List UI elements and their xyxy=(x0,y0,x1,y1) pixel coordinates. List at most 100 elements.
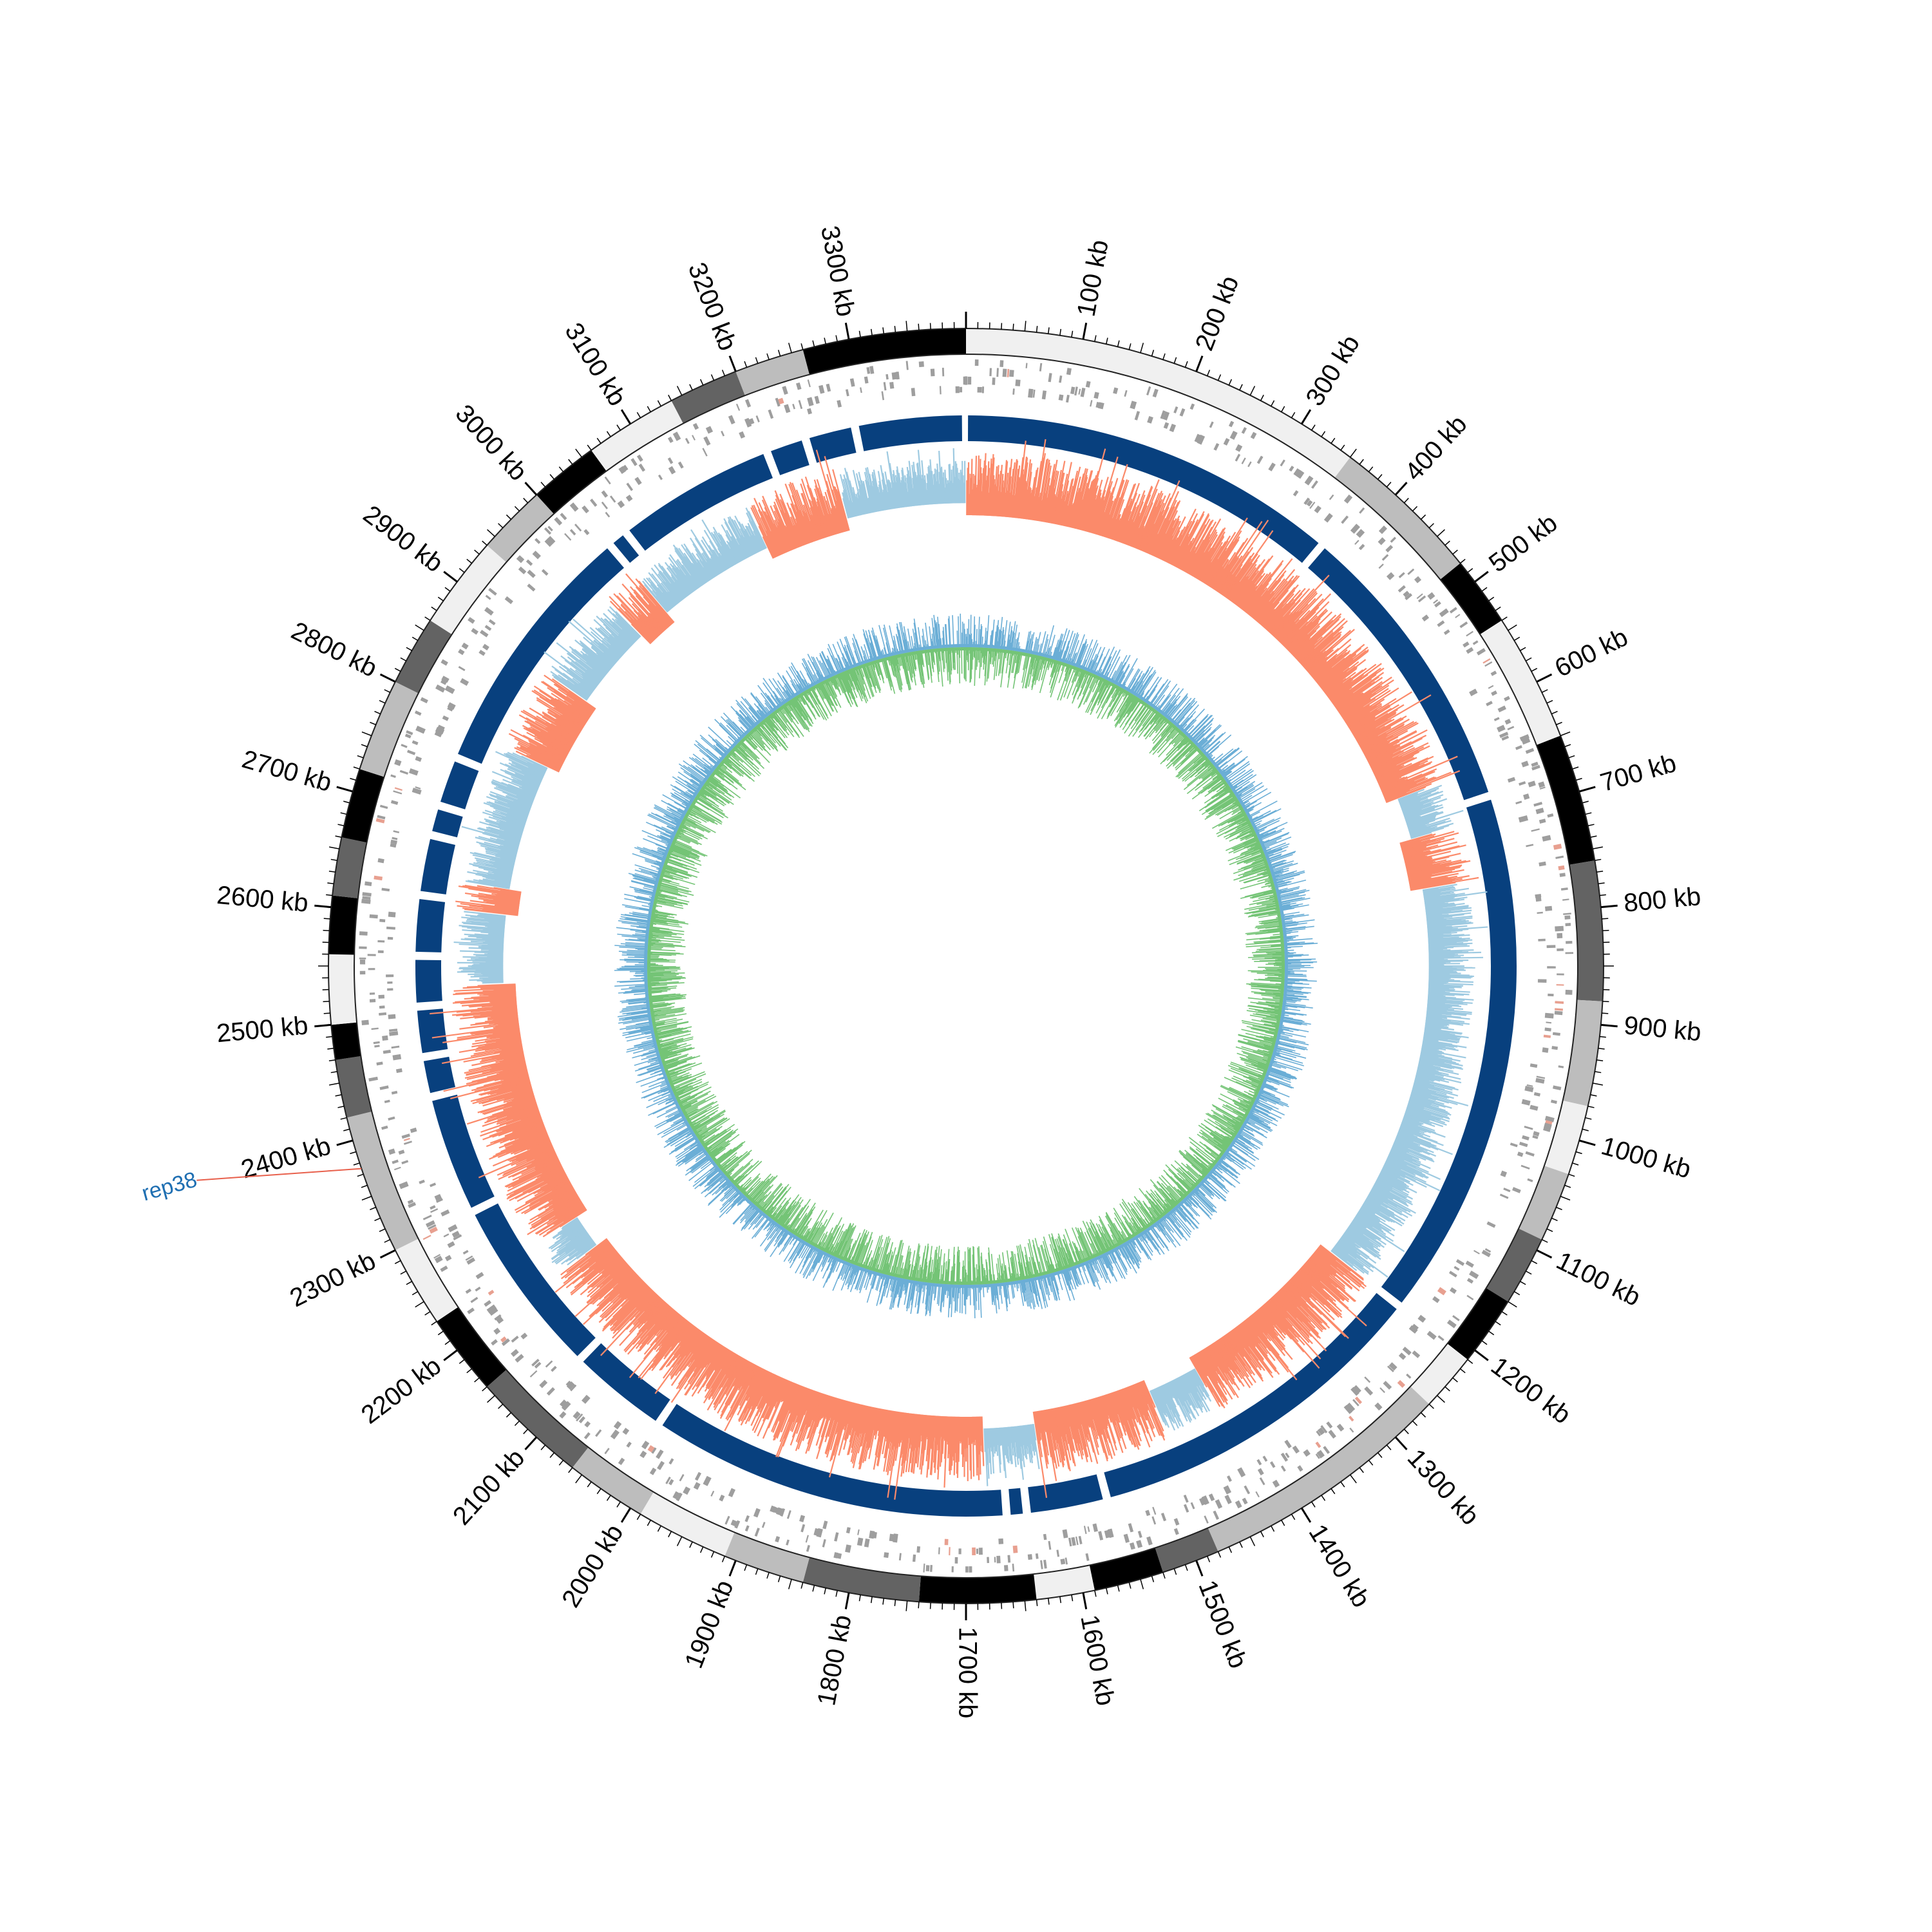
skew-bar-positive xyxy=(848,1404,862,1455)
gene-mark xyxy=(860,387,862,393)
skew-bar-positive xyxy=(1265,589,1302,630)
skew-bar-negative xyxy=(1019,1425,1025,1468)
skew-bar-negative xyxy=(501,817,526,826)
skew-bar-positive xyxy=(1362,735,1394,753)
skew-bar-positive xyxy=(1118,492,1138,542)
skew-bar-positive xyxy=(1034,453,1046,521)
skew-bar-negative xyxy=(1428,984,1461,988)
skew-bar-positive xyxy=(549,1206,586,1230)
gene-mark xyxy=(1500,1170,1508,1177)
skew-bar-positive xyxy=(1274,603,1309,639)
gene-mark xyxy=(683,1486,691,1495)
minor-tick xyxy=(323,918,330,920)
skew-bar-positive xyxy=(1012,468,1019,518)
skew-bar-positive xyxy=(512,1162,562,1188)
skew-bar-positive xyxy=(1363,740,1388,754)
skew-bar-positive xyxy=(1077,1402,1087,1438)
skew-bar-positive xyxy=(1279,1289,1298,1308)
skew-bar-negative xyxy=(1151,1390,1166,1423)
minor-tick xyxy=(474,549,480,555)
skew-bar-positive xyxy=(1399,833,1436,845)
skew-bar-positive xyxy=(795,1388,810,1423)
skew-bar-negative xyxy=(1403,1115,1420,1123)
gene-mark xyxy=(1525,748,1535,754)
skew-bar-negative xyxy=(1166,1383,1175,1399)
skew-bar-positive xyxy=(985,461,990,516)
gene-mark xyxy=(775,1536,781,1542)
skew-bar-negative xyxy=(468,935,504,940)
skew-bar-negative xyxy=(493,873,512,878)
skew-bar-positive xyxy=(478,1039,522,1048)
skew-bar-negative xyxy=(476,936,504,940)
skew-bar-positive xyxy=(696,1340,715,1368)
skew-bar-positive xyxy=(1113,1391,1133,1445)
skew-bar-positive xyxy=(977,480,980,516)
skew-bar-negative xyxy=(1412,1085,1437,1094)
skew-bar-negative xyxy=(1401,1120,1436,1134)
skew-bar-negative xyxy=(1404,1113,1430,1124)
gene-mark xyxy=(1504,719,1511,725)
skew-bar-negative xyxy=(521,785,538,793)
inner-bar-blue xyxy=(974,625,976,648)
skew-bar-positive xyxy=(1021,482,1028,519)
skew-bar-positive xyxy=(1066,1405,1080,1457)
skew-bar-negative xyxy=(1428,980,1449,983)
skew-bar-positive xyxy=(579,1242,611,1269)
skew-bar-positive xyxy=(1291,1276,1317,1301)
skew-bar-negative xyxy=(464,938,504,942)
skew-bar-negative xyxy=(480,845,517,856)
skew-bar-positive xyxy=(529,1182,572,1208)
skew-bar-negative xyxy=(486,826,522,838)
skew-bar-negative xyxy=(488,933,504,936)
skew-bar-negative xyxy=(1408,820,1446,833)
skew-bar-positive xyxy=(527,1172,566,1194)
skew-bar-negative xyxy=(1428,982,1473,986)
minor-tick xyxy=(1228,1546,1233,1553)
gene-mark xyxy=(744,1515,750,1522)
skew-bar-positive xyxy=(539,1183,572,1202)
skew-bar-positive xyxy=(453,990,516,996)
gene-mark xyxy=(1066,368,1072,375)
skew-bar-positive xyxy=(887,1412,902,1498)
skew-bar-negative xyxy=(1398,1130,1418,1139)
skew-bar-positive xyxy=(643,1314,681,1359)
skew-bar-positive xyxy=(600,1294,658,1356)
gene-mark xyxy=(1481,1249,1492,1258)
skew-bar-negative xyxy=(1396,1137,1434,1153)
skew-bar-negative xyxy=(1386,1159,1424,1178)
skew-bar-positive xyxy=(1258,1307,1286,1339)
gene-mark xyxy=(1306,500,1313,507)
skew-bar-positive xyxy=(1351,708,1392,734)
skew-bar-positive xyxy=(741,1363,755,1387)
skew-bar-positive xyxy=(1293,620,1334,658)
skew-bar-positive xyxy=(605,1282,645,1321)
skew-bar-negative xyxy=(1390,1148,1421,1163)
skew-bar-positive xyxy=(480,1114,541,1137)
skew-bar-positive xyxy=(1090,1399,1103,1435)
skew-bar-positive xyxy=(1243,1320,1276,1361)
skew-bar-positive xyxy=(1088,1399,1099,1436)
skew-bar-positive xyxy=(1238,1324,1256,1347)
skew-bar-positive xyxy=(1117,482,1141,542)
skew-bar-positive xyxy=(470,1007,518,1013)
skew-bar-negative xyxy=(1428,951,1481,955)
skew-bar-positive xyxy=(701,1342,719,1369)
skew-bar-negative xyxy=(576,1244,597,1260)
minor-tick xyxy=(1501,1311,1508,1316)
skew-bar-negative xyxy=(486,877,511,884)
gene-mark xyxy=(564,533,572,541)
gene-mark xyxy=(1003,1565,1009,1571)
minor-tick xyxy=(1359,1467,1364,1473)
skew-bar-positive xyxy=(762,1379,789,1439)
gene-mark xyxy=(576,1413,583,1422)
skew-bar-positive xyxy=(1337,692,1365,712)
gene-mark xyxy=(565,1380,571,1386)
skew-bar-positive xyxy=(673,1326,696,1356)
skew-bar-negative xyxy=(1421,1049,1443,1055)
skew-bar-positive xyxy=(1071,491,1082,528)
skew-bar-positive xyxy=(1264,607,1283,629)
skew-bar-negative xyxy=(506,796,532,807)
skew-bar-positive xyxy=(1053,1408,1066,1461)
minor-tick xyxy=(459,568,465,573)
skew-bar-positive xyxy=(544,1178,569,1193)
